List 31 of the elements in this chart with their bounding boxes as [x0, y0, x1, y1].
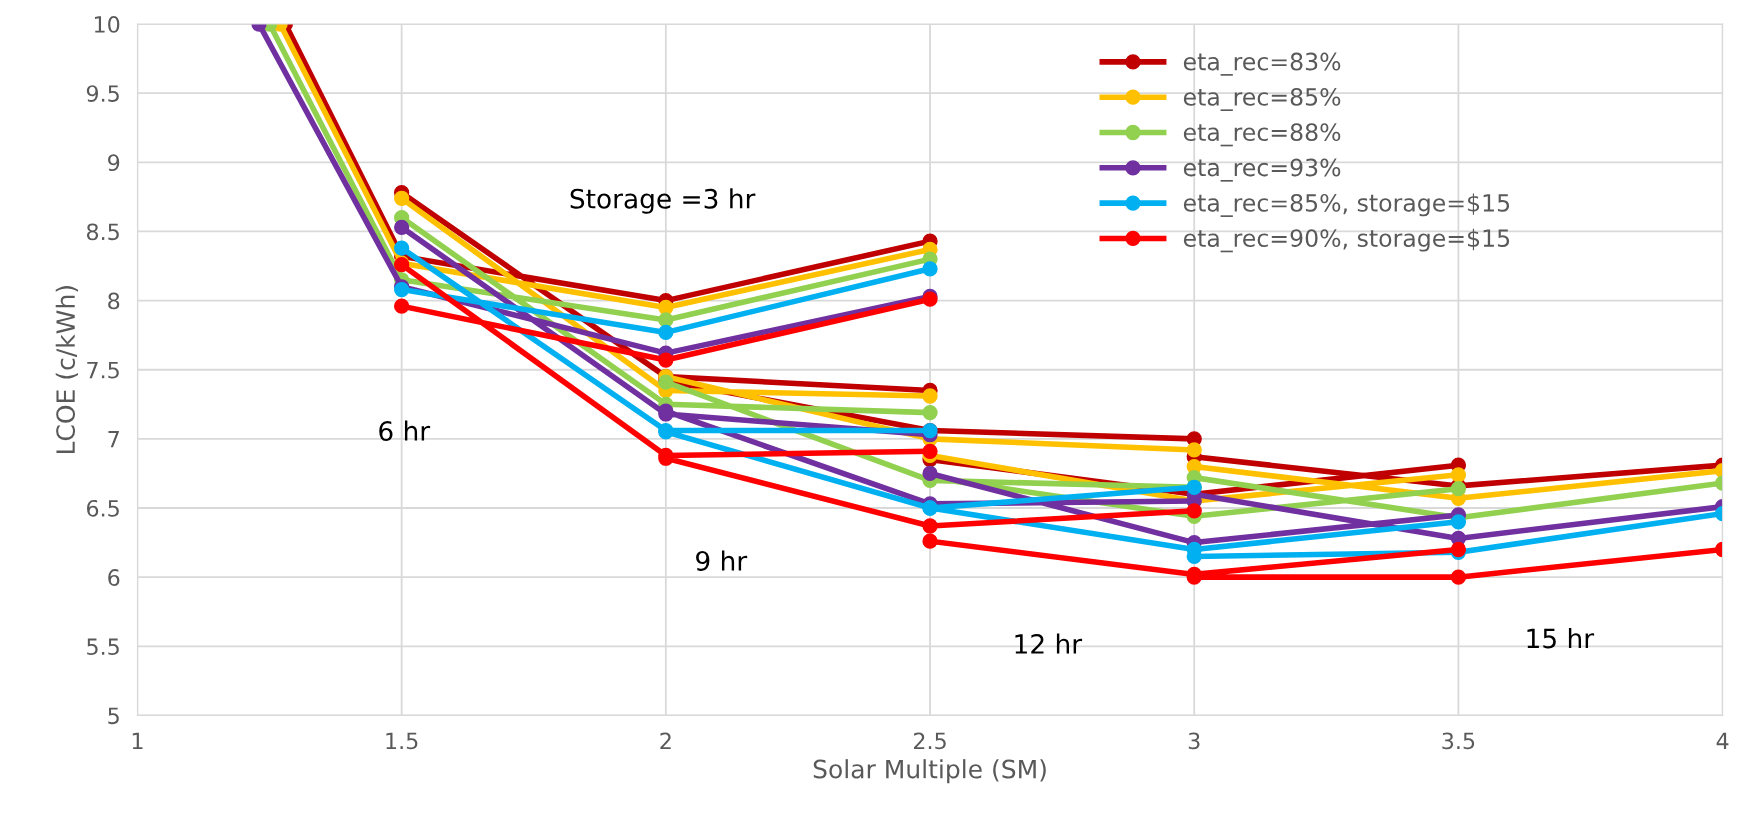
annotation: 12 hr [1015, 633, 1083, 654]
legend-label: eta_rec=85%, storage=$15 [1183, 193, 1510, 217]
x-tick-label: 3 [1188, 732, 1200, 750]
legend-label: eta_rec=90%, storage=$15 [1183, 228, 1510, 253]
annotation: 9 hr [696, 550, 748, 571]
y-axis-title: LCOE (c/kWh) [55, 286, 78, 454]
x-axis-title: Solar Multiple (SM) [813, 759, 1046, 784]
x-tick-label: 2 [660, 732, 671, 749]
y-tick-label: 6.5 [87, 499, 119, 517]
x-tick-label: 3.5 [1442, 732, 1475, 750]
y-tick-label: 8.5 [86, 223, 119, 241]
x-tick-label: 4 [1716, 732, 1729, 749]
legend-label: eta_rec=88% [1183, 123, 1341, 147]
x-tick-label: 1.5 [386, 732, 418, 750]
legend-label: eta_rec=93% [1183, 158, 1341, 182]
x-tick-label: 2.5 [913, 732, 946, 750]
y-tick-label: 10 [94, 15, 120, 33]
y-tick-label: 6 [108, 569, 120, 586]
annotation: 6 hr [379, 420, 431, 441]
y-tick-label: 9 [108, 154, 120, 172]
legend-label: eta_rec=85% [1183, 87, 1341, 112]
y-tick-label: 7 [108, 431, 119, 448]
y-tick-label: 7.5 [87, 361, 119, 379]
y-tick-label: 8 [108, 292, 120, 310]
annotation: Storage =3 hr [570, 188, 756, 214]
y-tick-label: 5 [108, 707, 119, 725]
annotation: 15 hr [1527, 627, 1595, 649]
x-tick-label: 1 [132, 732, 143, 749]
y-tick-label: 5.5 [87, 638, 119, 656]
legend-label: eta_rec=83% [1183, 52, 1341, 76]
y-tick-label: 9.5 [86, 85, 119, 102]
